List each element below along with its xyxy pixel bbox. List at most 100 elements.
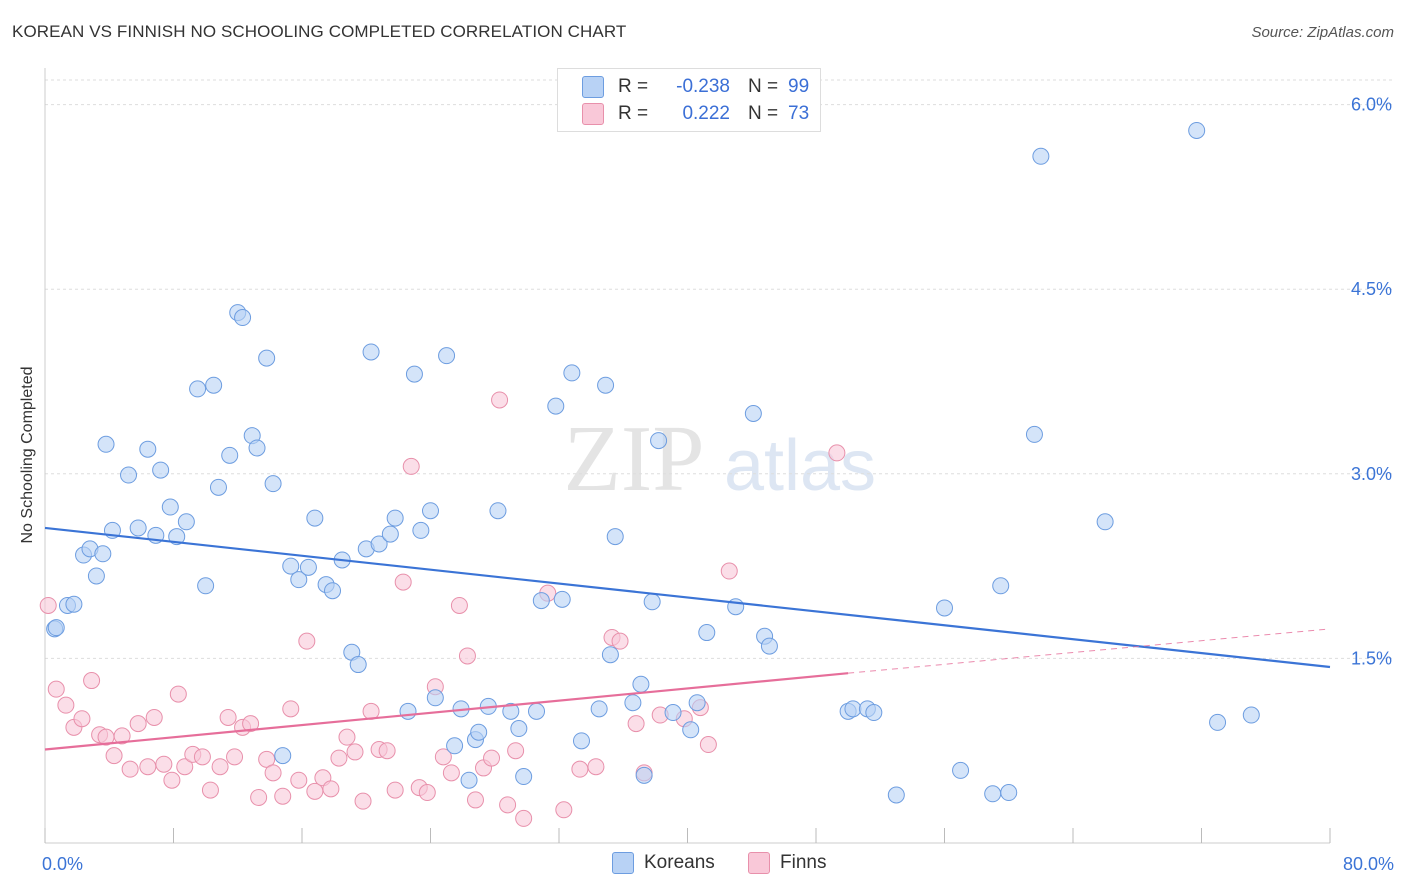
korean-point	[952, 761, 970, 779]
korean-point	[386, 509, 404, 527]
korean-point	[601, 646, 619, 664]
finn-point	[386, 781, 404, 799]
korean-point	[362, 343, 380, 361]
source-label: Source: ZipAtlas.com	[1251, 24, 1394, 41]
finn-point	[155, 755, 173, 773]
korean-point	[1188, 121, 1206, 139]
finns-swatch	[748, 852, 770, 874]
korean-point	[984, 785, 1002, 803]
korean-point	[590, 700, 608, 718]
finns-trend-line	[44, 672, 849, 751]
y-tick-label: 4.5%	[1351, 279, 1392, 299]
finn-point	[201, 781, 219, 799]
finn-point	[507, 742, 525, 760]
finn-point	[828, 444, 846, 462]
korean-point	[502, 702, 520, 720]
finn-point	[163, 771, 181, 789]
n-value: 73	[788, 103, 810, 124]
korean-point	[47, 619, 65, 637]
korean-point	[532, 592, 550, 610]
korean-point	[572, 732, 590, 750]
finn-point	[483, 749, 501, 767]
finn-point	[298, 632, 316, 650]
finns-points	[39, 391, 846, 827]
korean-point	[1209, 713, 1227, 731]
finn-point	[555, 801, 573, 819]
korean-point	[664, 704, 682, 722]
korean-point	[744, 405, 762, 423]
korean-point	[470, 723, 488, 741]
finn-point	[57, 696, 75, 714]
korean-point	[152, 461, 170, 479]
finns-swatch	[582, 103, 604, 125]
finn-point	[145, 708, 163, 726]
finn-point	[282, 700, 300, 718]
korean-point	[412, 521, 430, 539]
finn-point	[73, 710, 91, 728]
korean-point	[349, 656, 367, 674]
finn-point	[442, 764, 460, 782]
koreans-swatch	[612, 852, 634, 874]
korean-point	[168, 528, 186, 546]
finn-point	[354, 792, 372, 810]
finn-point	[193, 748, 211, 766]
koreans-trend-line	[44, 526, 1331, 669]
korean-point	[992, 577, 1010, 595]
finn-point	[242, 715, 260, 733]
finn-point	[330, 749, 348, 767]
finn-point	[47, 680, 65, 698]
legend-label-finns: Finns	[780, 852, 827, 873]
korean-point	[324, 582, 342, 600]
korean-point	[489, 502, 507, 520]
r-value: 0.222	[682, 103, 730, 124]
korean-point	[65, 595, 83, 613]
korean-point	[405, 365, 423, 383]
korean-point	[1242, 706, 1260, 724]
finn-point	[378, 742, 396, 760]
korean-point	[510, 720, 528, 738]
tick-labels: 1.5% 3.0% 4.5% 6.0% 0.0% 80.0%	[42, 95, 1394, 874]
korean-point	[399, 702, 417, 720]
finn-point	[418, 784, 436, 802]
finn-point	[113, 727, 131, 745]
finn-point	[322, 780, 340, 798]
finn-point	[139, 758, 157, 776]
korean-point	[698, 624, 716, 642]
korean-point	[264, 475, 282, 493]
korean-point	[643, 593, 661, 611]
finn-point	[491, 391, 509, 409]
gridlines	[45, 79, 1392, 659]
finn-point	[571, 760, 589, 778]
finn-point	[129, 715, 147, 733]
korean-point	[189, 380, 207, 398]
korean-point	[624, 694, 642, 712]
finn-point	[499, 796, 517, 814]
korean-point	[682, 721, 700, 739]
finn-point	[699, 736, 717, 754]
korean-point	[177, 513, 195, 531]
korean-point	[460, 771, 478, 789]
korean-point	[515, 768, 533, 786]
korean-point	[528, 702, 546, 720]
korean-point	[635, 766, 653, 784]
finn-point	[169, 685, 187, 703]
korean-point	[1032, 147, 1050, 165]
korean-point	[129, 519, 147, 537]
korean-point	[94, 545, 112, 563]
korean-point	[865, 704, 883, 722]
finn-point	[720, 562, 738, 580]
korean-point	[1025, 425, 1043, 443]
korean-point	[205, 376, 223, 394]
korean-point	[87, 567, 105, 585]
legend-label-koreans: Koreans	[644, 852, 715, 873]
koreans-swatch	[582, 76, 604, 98]
korean-point	[597, 376, 615, 394]
finn-point	[250, 788, 268, 806]
korean-point	[299, 558, 317, 576]
korean-point	[120, 466, 138, 484]
r-label: R =	[618, 103, 649, 124]
korean-point	[446, 737, 464, 755]
finn-point	[515, 809, 533, 827]
series-legend: Koreans Finns	[0, 852, 1406, 876]
